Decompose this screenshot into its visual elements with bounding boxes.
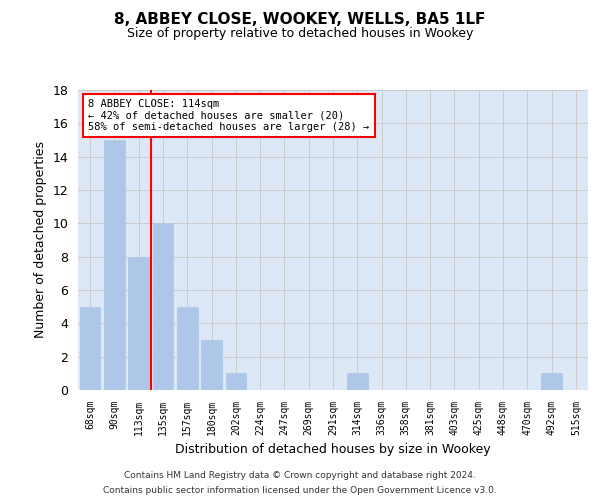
Text: Contains public sector information licensed under the Open Government Licence v3: Contains public sector information licen… — [103, 486, 497, 495]
Bar — [80, 306, 100, 390]
Text: Size of property relative to detached houses in Wookey: Size of property relative to detached ho… — [127, 28, 473, 40]
Bar — [201, 340, 222, 390]
Text: Contains HM Land Registry data © Crown copyright and database right 2024.: Contains HM Land Registry data © Crown c… — [124, 471, 476, 480]
Bar — [226, 374, 246, 390]
Bar — [347, 374, 368, 390]
Bar — [541, 374, 562, 390]
Bar — [152, 224, 173, 390]
Text: 8, ABBEY CLOSE, WOOKEY, WELLS, BA5 1LF: 8, ABBEY CLOSE, WOOKEY, WELLS, BA5 1LF — [115, 12, 485, 28]
Text: Distribution of detached houses by size in Wookey: Distribution of detached houses by size … — [175, 442, 491, 456]
Text: 8 ABBEY CLOSE: 114sqm
← 42% of detached houses are smaller (20)
58% of semi-deta: 8 ABBEY CLOSE: 114sqm ← 42% of detached … — [88, 99, 370, 132]
Bar — [128, 256, 149, 390]
Y-axis label: Number of detached properties: Number of detached properties — [34, 142, 47, 338]
Bar — [177, 306, 197, 390]
Bar — [104, 140, 125, 390]
